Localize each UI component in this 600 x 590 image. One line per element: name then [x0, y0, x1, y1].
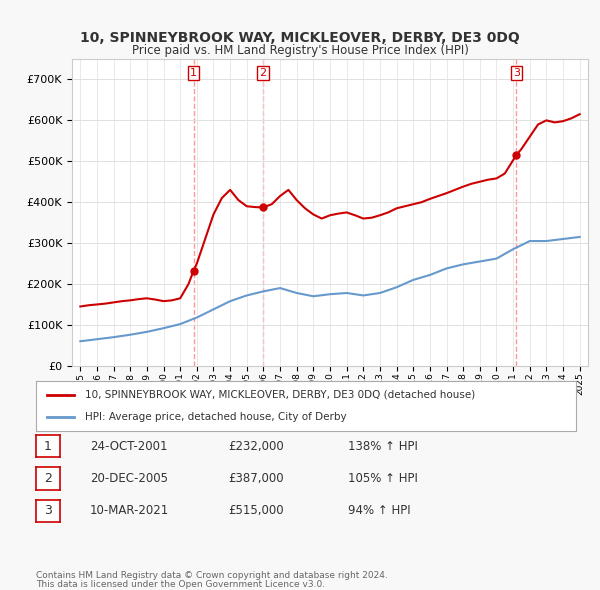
Text: £232,000: £232,000 [228, 440, 284, 453]
Text: 138% ↑ HPI: 138% ↑ HPI [348, 440, 418, 453]
Text: 1: 1 [44, 440, 52, 453]
Text: £387,000: £387,000 [228, 472, 284, 485]
Text: This data is licensed under the Open Government Licence v3.0.: This data is licensed under the Open Gov… [36, 579, 325, 589]
Text: 10, SPINNEYBROOK WAY, MICKLEOVER, DERBY, DE3 0DQ: 10, SPINNEYBROOK WAY, MICKLEOVER, DERBY,… [80, 31, 520, 45]
Text: 105% ↑ HPI: 105% ↑ HPI [348, 472, 418, 485]
Text: 94% ↑ HPI: 94% ↑ HPI [348, 504, 410, 517]
Text: 20-DEC-2005: 20-DEC-2005 [90, 472, 168, 485]
Text: 1: 1 [190, 68, 197, 78]
Text: 10-MAR-2021: 10-MAR-2021 [90, 504, 169, 517]
Text: 2: 2 [259, 68, 266, 78]
Text: HPI: Average price, detached house, City of Derby: HPI: Average price, detached house, City… [85, 412, 346, 422]
Text: Price paid vs. HM Land Registry's House Price Index (HPI): Price paid vs. HM Land Registry's House … [131, 44, 469, 57]
Text: 2: 2 [44, 472, 52, 485]
Text: 3: 3 [513, 68, 520, 78]
Text: Contains HM Land Registry data © Crown copyright and database right 2024.: Contains HM Land Registry data © Crown c… [36, 571, 388, 580]
Text: 24-OCT-2001: 24-OCT-2001 [90, 440, 167, 453]
Text: 10, SPINNEYBROOK WAY, MICKLEOVER, DERBY, DE3 0DQ (detached house): 10, SPINNEYBROOK WAY, MICKLEOVER, DERBY,… [85, 389, 475, 399]
Text: £515,000: £515,000 [228, 504, 284, 517]
Text: 3: 3 [44, 504, 52, 517]
